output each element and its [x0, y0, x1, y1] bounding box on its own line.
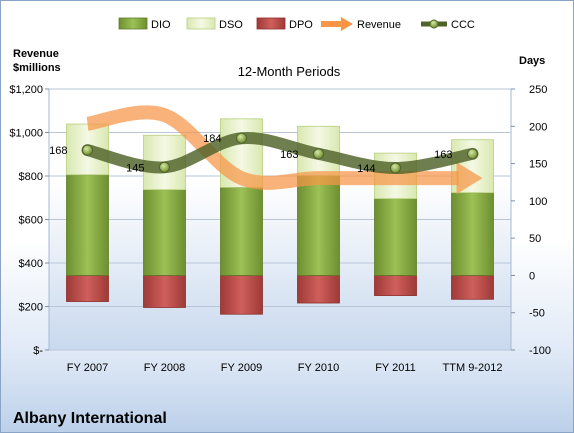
axes: $- $200 $400 $600 $800 $1,000 $1,200 -100 -50 0 50… — [9, 84, 551, 374]
legend-label-revenue: Revenue — [357, 19, 401, 31]
x-tick-label: FY 2011 — [375, 362, 416, 374]
left-tick-label: $200 — [19, 302, 43, 314]
x-tick-label: FY 2010 — [298, 362, 339, 374]
ccc-data-label: 145 — [126, 162, 144, 174]
left-axis-title-line1: Revenue — [13, 48, 59, 60]
bar-dpo — [374, 275, 417, 296]
x-tick-label: FY 2007 — [67, 362, 108, 374]
left-tick-label: $1,000 — [9, 128, 43, 140]
x-tick-label: TTM 9-2012 — [443, 362, 503, 374]
right-tick-label: 200 — [529, 121, 547, 133]
ccc-point — [82, 144, 93, 156]
right-tick-label: 0 — [529, 270, 535, 282]
legend-swatch-dio — [118, 17, 148, 30]
left-tick-label: $400 — [19, 258, 43, 270]
bar-dio — [66, 174, 109, 276]
ccc-line — [81, 132, 479, 175]
legend-label-dpo: DPO — [289, 19, 313, 31]
legend-swatch-dso — [186, 17, 216, 30]
bar-dio — [220, 187, 263, 276]
legend-swatch-revenue-head — [341, 17, 353, 31]
right-tick-label: -100 — [529, 345, 551, 357]
revenue-arrowhead — [456, 162, 483, 195]
x-tick-label: FY 2009 — [221, 362, 262, 374]
revenue-line — [86, 105, 459, 190]
ccc-data-label: 184 — [203, 133, 221, 145]
bar-dpo — [297, 275, 340, 304]
ccc-series: 168 145 184 163 144 163 — [49, 132, 479, 175]
revenue-series — [86, 105, 483, 195]
legend-label-ccc: CCC — [451, 19, 475, 31]
ccc-point — [159, 161, 170, 173]
right-tick-label: 250 — [529, 84, 547, 96]
bar-dio — [374, 198, 417, 276]
bar-dio — [143, 189, 186, 276]
legend-swatch-ccc-marker — [429, 19, 439, 29]
right-tick-label: 100 — [529, 196, 547, 208]
bar-dpo — [143, 275, 186, 308]
ccc-data-label: 144 — [357, 163, 375, 175]
legend: DIO DSO DPO Revenue CCC — [118, 17, 475, 31]
bar-dpo — [66, 275, 109, 302]
right-tick-label: 50 — [529, 233, 541, 245]
ccc-point — [467, 148, 478, 160]
chart-title: 12-Month Periods — [238, 64, 341, 79]
left-tick-label: $800 — [19, 171, 43, 183]
legend-swatch-dpo — [256, 17, 286, 30]
company-name: Albany International — [13, 410, 167, 427]
ccc-point — [313, 148, 324, 160]
bar-dio — [297, 175, 340, 276]
right-tick-label: -50 — [529, 308, 545, 320]
bar-dpo — [220, 275, 263, 315]
bar-dio — [451, 192, 494, 276]
left-axis-title-line2: $millions — [13, 62, 61, 74]
bar-dpo — [451, 275, 494, 300]
ccc-data-label: 163 — [280, 149, 298, 161]
ccc-point — [236, 132, 247, 144]
ccc-data-label: 163 — [434, 149, 452, 161]
ccc-point — [390, 162, 401, 174]
legend-label-dio: DIO — [151, 19, 171, 31]
legend-label-dso: DSO — [219, 19, 243, 31]
left-tick-label: $- — [33, 345, 43, 357]
right-tick-label: 150 — [529, 159, 547, 171]
left-tick-label: $600 — [19, 215, 43, 227]
ccc-data-label: 168 — [49, 145, 67, 157]
right-axis-title: Days — [519, 55, 545, 67]
x-tick-label: FY 2008 — [144, 362, 185, 374]
left-tick-label: $1,200 — [9, 84, 43, 96]
